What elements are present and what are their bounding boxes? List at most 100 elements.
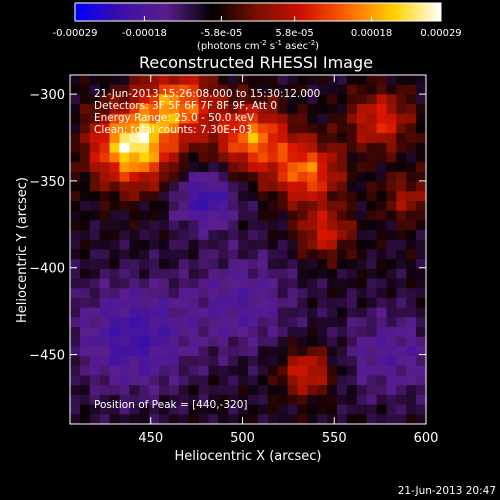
heatmap-cell xyxy=(168,142,180,154)
heatmap-cell xyxy=(89,259,101,270)
heatmap-cell xyxy=(307,404,318,415)
heatmap-cell xyxy=(178,220,190,231)
heatmap-cell xyxy=(178,75,190,86)
heatmap-cell xyxy=(406,113,417,125)
heatmap-cell xyxy=(70,239,81,251)
heatmap-cell xyxy=(287,142,299,154)
heatmap-cell xyxy=(218,104,229,115)
heatmap-cell xyxy=(238,210,249,222)
heatmap-cell xyxy=(218,288,229,299)
heatmap-cell xyxy=(317,336,328,348)
heatmap-cell xyxy=(267,346,279,357)
heatmap-cell xyxy=(89,336,101,348)
heatmap-cell xyxy=(337,268,348,280)
heatmap-cell xyxy=(129,104,140,115)
heatmap-cell xyxy=(188,414,200,424)
heatmap-cell xyxy=(149,249,160,260)
heatmap-cell xyxy=(356,297,368,309)
heatmap-cell xyxy=(327,385,338,396)
heatmap-cell xyxy=(178,394,190,406)
heatmap-cell xyxy=(129,336,140,348)
heatmap-cell xyxy=(168,268,180,280)
heatmap-cell xyxy=(346,365,358,377)
heatmap-cell xyxy=(317,152,328,163)
heatmap-cell xyxy=(366,94,378,105)
heatmap-cell xyxy=(228,336,239,348)
heatmap-cell xyxy=(208,414,219,424)
heatmap-cell xyxy=(257,162,269,173)
heatmap-cell xyxy=(149,152,160,163)
heatmap-cell xyxy=(139,356,150,367)
heatmap-cell xyxy=(149,210,160,222)
heatmap-cell xyxy=(159,307,170,318)
heatmap-cell xyxy=(307,297,318,309)
heatmap-cell xyxy=(70,278,81,289)
heatmap-cell xyxy=(366,317,378,328)
heatmap-cell xyxy=(277,123,289,134)
heatmap-cell xyxy=(119,201,130,212)
heatmap-cell xyxy=(159,123,170,134)
heatmap-cell xyxy=(307,288,318,299)
heatmap-cell xyxy=(79,414,91,424)
heatmap-cell xyxy=(178,191,190,202)
heatmap-cell xyxy=(238,278,249,289)
heatmap-cell xyxy=(376,230,388,241)
heatmap-cell xyxy=(129,133,140,144)
heatmap-cell xyxy=(119,278,130,289)
heatmap-cell xyxy=(327,288,338,299)
x-tick-label: 550 xyxy=(322,431,347,446)
heatmap-cell xyxy=(159,394,170,406)
heatmap-cell xyxy=(307,152,318,163)
heatmap-cell xyxy=(228,171,239,183)
heatmap-cell xyxy=(317,307,328,318)
heatmap-cell xyxy=(287,317,299,328)
heatmap-cell xyxy=(129,75,140,86)
heatmap-cell xyxy=(70,230,81,241)
heatmap-cell xyxy=(79,356,91,367)
heatmap-cell xyxy=(376,162,388,173)
heatmap-cell xyxy=(406,365,417,377)
heatmap-cell xyxy=(307,356,318,367)
heatmap-cell xyxy=(257,171,269,183)
heatmap-cell xyxy=(159,375,170,386)
heatmap-cell xyxy=(317,375,328,386)
heatmap-cell xyxy=(356,171,368,183)
heatmap-cell xyxy=(238,307,249,318)
heatmap-cell xyxy=(238,171,249,183)
heatmap-cell xyxy=(208,162,219,173)
heatmap-cell xyxy=(218,278,229,289)
heatmap-cell xyxy=(337,152,348,163)
heatmap-cell xyxy=(337,239,348,251)
heatmap-cell xyxy=(277,171,289,183)
heatmap-cell xyxy=(337,356,348,367)
heatmap-cell xyxy=(257,249,269,260)
heatmap-cell xyxy=(79,327,91,338)
heatmap-cell xyxy=(79,133,91,144)
heatmap-cell xyxy=(159,278,170,289)
heatmap-cell xyxy=(159,297,170,309)
chart-title: Reconstructed RHESSI Image xyxy=(139,53,373,72)
heatmap-cell xyxy=(386,239,397,251)
heatmap-cell xyxy=(248,385,259,396)
heatmap-cell xyxy=(129,239,140,251)
heatmap-cell xyxy=(139,142,150,154)
heatmap-cell xyxy=(168,249,180,260)
heatmap-cell xyxy=(159,113,170,125)
heatmap-cell xyxy=(99,268,111,280)
heatmap-cell xyxy=(337,404,348,415)
heatmap-cell xyxy=(396,84,407,95)
heatmap-cell xyxy=(346,104,358,115)
heatmap-cell xyxy=(198,394,210,406)
heatmap-cell xyxy=(317,75,328,86)
heatmap-cell xyxy=(99,152,111,163)
heatmap-cell xyxy=(317,201,328,212)
heatmap-cell xyxy=(178,375,190,386)
heatmap-cell xyxy=(89,365,101,377)
heatmap-cell xyxy=(307,394,318,406)
heatmap-cell xyxy=(337,375,348,386)
colorbar-tick-label: -0.00029 xyxy=(53,28,98,39)
heatmap-cell xyxy=(178,171,190,183)
heatmap-cell xyxy=(267,142,279,154)
heatmap-cell xyxy=(178,133,190,144)
heatmap-cell xyxy=(119,84,130,95)
